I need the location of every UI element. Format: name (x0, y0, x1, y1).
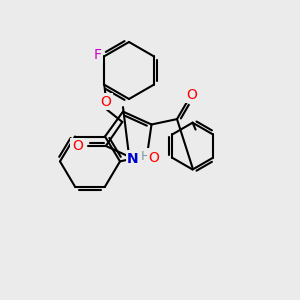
Text: O: O (187, 88, 197, 101)
Text: N: N (127, 152, 139, 166)
Text: O: O (148, 152, 159, 165)
Text: F: F (94, 48, 102, 62)
Text: H: H (141, 150, 150, 163)
Text: O: O (100, 95, 111, 109)
Text: O: O (72, 139, 83, 153)
